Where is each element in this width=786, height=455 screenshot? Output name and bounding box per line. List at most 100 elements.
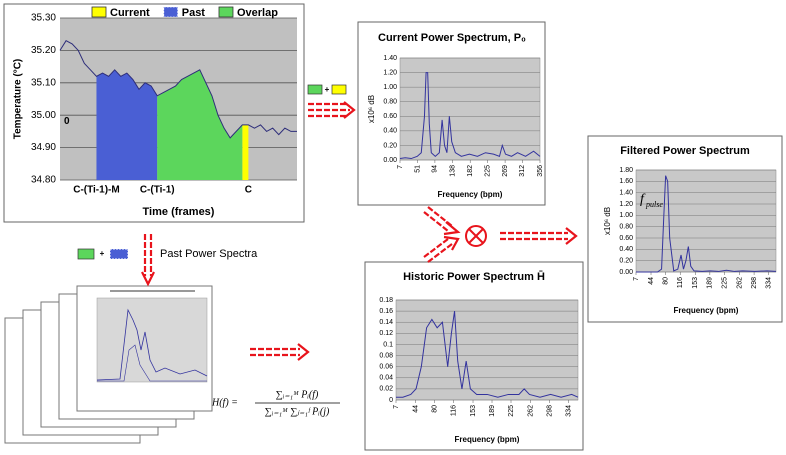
arrow-historic-to-multiply: [423, 235, 460, 263]
y-tick-label: 0.00: [619, 269, 633, 276]
x-tick-label: 298: [751, 277, 758, 289]
page-stack: [4, 285, 213, 444]
x-tick-label: 225: [721, 277, 728, 289]
y-tick-label: 35.20: [31, 45, 56, 56]
x-tick-label: 269: [502, 165, 509, 177]
y-tick-label: 1.40: [383, 55, 397, 62]
y-tick-label: 1.40: [619, 190, 633, 197]
legend-label: Current: [110, 7, 150, 19]
y-tick-label: 0.16: [379, 308, 393, 315]
y-tick-label: 0.02: [379, 386, 393, 393]
arrow-current-to-multiply: [423, 206, 461, 236]
legend-label: Overlap: [237, 7, 278, 19]
annotation: f: [640, 192, 646, 207]
y-tick-label: 0.12: [379, 330, 393, 337]
x-tick-label: 189: [707, 277, 714, 289]
annotation-sub: pulse: [645, 200, 663, 209]
y-tick-label: 0.40: [619, 246, 633, 253]
legend-swatch: [91, 6, 107, 18]
x-tick-label: 262: [527, 405, 534, 417]
x-tick-label: 334: [565, 405, 572, 417]
y-axis-title: x10⁶ dB: [367, 95, 376, 123]
spectrum-line: [396, 311, 579, 398]
legend-label: Past: [182, 7, 206, 19]
y-tick-label: 1.20: [383, 69, 397, 76]
x-tick-label: C: [245, 185, 252, 196]
annotation: 0: [64, 116, 70, 127]
y-tick-label: 0.04: [379, 375, 393, 382]
past-label: Past Power Spectra: [160, 248, 258, 260]
plot-area: [399, 57, 541, 161]
y-tick-label: 34.80: [31, 175, 56, 186]
x-tick-label: 80: [431, 405, 438, 413]
x-axis-title: Frequency (bpm): [455, 435, 520, 444]
x-tick-label: 7: [397, 165, 404, 169]
y-tick-label: 0.20: [619, 258, 633, 265]
x-axis-title: Time (frames): [143, 206, 215, 218]
arrow-to-formula: [250, 343, 310, 361]
y-tick-label: 0.06: [379, 364, 393, 371]
y-tick-label: 0.80: [383, 99, 397, 106]
x-tick-label: 116: [677, 277, 684, 288]
y-tick-label: 1.00: [383, 84, 397, 91]
x-tick-label: 334: [766, 277, 773, 289]
y-tick-label: 1.00: [619, 212, 633, 219]
line: [59, 40, 297, 139]
x-tick-label: 7: [633, 277, 640, 281]
x-tick-label: 80: [662, 277, 669, 285]
plot-area: [635, 169, 777, 273]
x-tick-label: C-(Ti-1)-M: [73, 185, 119, 196]
area: [96, 69, 158, 180]
area: [157, 69, 243, 180]
y-axis-title: x10⁶ dB: [603, 207, 612, 235]
y-tick-label: 0.60: [383, 113, 397, 120]
arrow-to-filtered: [500, 227, 578, 245]
spectrum-line: [399, 72, 541, 160]
y-tick-label: 35.30: [31, 13, 56, 24]
y-tick-label: 0.80: [619, 224, 633, 231]
y-tick-label: 0.20: [383, 142, 397, 149]
y-tick-label: 0.18: [379, 297, 393, 304]
arrow-to-current: [308, 101, 356, 119]
y-tick-label: 35.00: [31, 110, 56, 121]
x-tick-label: 138: [449, 165, 456, 177]
legend-swatch: [163, 6, 179, 18]
y-tick-label: 1.20: [619, 201, 633, 208]
legend-swatch: [218, 6, 234, 18]
x-tick-label: 153: [470, 405, 477, 417]
x-tick-label: 7: [393, 405, 400, 409]
y-tick-label: 1.80: [619, 167, 633, 174]
formula-denominator: ∑ᵢ₌₁ᴹ ∑ⱼ₌₁ᶠ Pᵢ(j): [265, 406, 330, 417]
area: [242, 124, 249, 180]
y-tick-label: 0.08: [379, 352, 393, 359]
x-tick-label: 116: [450, 405, 457, 416]
chart-title: Historic Power Spectrum H̄: [403, 271, 545, 283]
x-tick-label: 44: [648, 277, 655, 285]
y-tick-label: 34.90: [31, 142, 56, 153]
y-tick-label: 0.40: [383, 128, 397, 135]
y-tick-label: 0.00: [383, 157, 397, 164]
x-tick-label: 225: [484, 165, 491, 177]
arrow-down-past: [141, 234, 155, 287]
x-axis-title: Frequency (bpm): [438, 190, 503, 199]
plot-area: [395, 299, 579, 401]
x-tick-label: C-(Ti-1): [140, 185, 175, 196]
y-tick-label: 1.60: [619, 178, 633, 185]
y-tick-label: 0.1: [383, 341, 393, 348]
x-tick-label: 153: [692, 277, 699, 289]
plus: +: [100, 249, 105, 258]
x-tick-label: 94: [432, 165, 439, 173]
x-tick-label: 298: [546, 405, 553, 417]
x-tick-label: 225: [508, 405, 515, 417]
formula-lhs: H(f) =: [211, 397, 238, 408]
x-tick-label: 182: [467, 165, 474, 177]
y-axis-title: Temperature (°C): [13, 59, 24, 140]
formula: H(f) = ∑ᵢ₌₁ᴹ Pᵢ(f) ∑ᵢ₌₁ᴹ ∑ⱼ₌₁ᶠ Pᵢ(j): [211, 389, 340, 417]
x-tick-label: 44: [412, 405, 419, 413]
y-tick-label: 0: [389, 397, 393, 404]
x-tick-label: 51: [414, 165, 421, 173]
y-tick-label: 0.60: [619, 235, 633, 242]
chart-title: Filtered Power Spectrum: [620, 145, 750, 157]
x-tick-label: 189: [489, 405, 496, 417]
multiply-symbol: [465, 225, 487, 247]
